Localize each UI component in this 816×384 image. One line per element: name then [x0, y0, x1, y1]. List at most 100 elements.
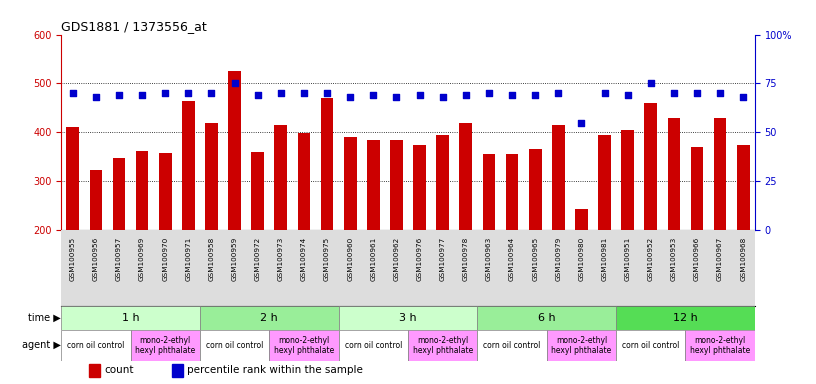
Point [529, 92, 542, 98]
Text: mono-2-ethyl
hexyl phthalate: mono-2-ethyl hexyl phthalate [135, 336, 195, 355]
Point [135, 92, 149, 98]
Text: GSM100976: GSM100976 [416, 236, 423, 281]
Bar [321, 98, 334, 230]
Text: GSM100959: GSM100959 [232, 236, 237, 281]
Text: corn oil control: corn oil control [67, 341, 125, 350]
Point [690, 90, 703, 96]
Text: GSM100966: GSM100966 [694, 236, 700, 281]
Point [205, 90, 218, 96]
Bar [575, 209, 588, 230]
Text: GSM100962: GSM100962 [393, 236, 400, 281]
Text: GSM100958: GSM100958 [208, 236, 215, 281]
Bar [645, 103, 657, 230]
FancyBboxPatch shape [616, 330, 685, 361]
FancyBboxPatch shape [200, 330, 269, 361]
Text: GSM100969: GSM100969 [139, 236, 145, 281]
FancyBboxPatch shape [477, 330, 547, 361]
Bar [690, 147, 703, 230]
FancyBboxPatch shape [200, 306, 339, 330]
Text: GSM100951: GSM100951 [624, 236, 631, 281]
Text: GSM100977: GSM100977 [440, 236, 446, 281]
Point [366, 92, 379, 98]
Bar [390, 140, 403, 230]
Text: GSM100979: GSM100979 [555, 236, 561, 281]
Point [274, 90, 287, 96]
Bar [598, 135, 611, 230]
Point [505, 92, 519, 98]
FancyBboxPatch shape [131, 330, 200, 361]
Bar [714, 118, 726, 230]
Bar [437, 135, 449, 230]
Bar [205, 122, 218, 230]
FancyBboxPatch shape [547, 330, 616, 361]
Text: percentile rank within the sample: percentile rank within the sample [188, 366, 363, 376]
Bar [667, 118, 681, 230]
Bar [251, 152, 264, 230]
Text: GSM100956: GSM100956 [93, 236, 99, 281]
Point [89, 94, 103, 100]
FancyBboxPatch shape [269, 330, 339, 361]
Point [552, 90, 565, 96]
Text: 1 h: 1 h [122, 313, 140, 323]
Point [621, 92, 634, 98]
Text: GSM100955: GSM100955 [69, 236, 76, 281]
FancyBboxPatch shape [477, 306, 616, 330]
Bar [182, 101, 195, 230]
Bar [135, 151, 149, 230]
Point [66, 90, 79, 96]
Text: corn oil control: corn oil control [622, 341, 680, 350]
Text: GSM100973: GSM100973 [277, 236, 284, 281]
Bar [89, 364, 100, 377]
Point [667, 90, 681, 96]
Bar [172, 364, 184, 377]
FancyBboxPatch shape [61, 330, 131, 361]
Bar [552, 125, 565, 230]
Bar [90, 170, 102, 230]
Text: GSM100981: GSM100981 [601, 236, 608, 281]
Bar [228, 71, 241, 230]
Text: GSM100960: GSM100960 [347, 236, 353, 281]
Text: GSM100975: GSM100975 [324, 236, 330, 281]
Text: mono-2-ethyl
hexyl phthalate: mono-2-ethyl hexyl phthalate [413, 336, 472, 355]
Bar [344, 137, 357, 230]
Point [482, 90, 495, 96]
Text: GSM100953: GSM100953 [671, 236, 677, 281]
FancyBboxPatch shape [61, 306, 200, 330]
Point [645, 80, 658, 86]
Point [228, 80, 242, 86]
Bar [66, 127, 79, 230]
Bar [621, 130, 634, 230]
Bar [459, 122, 472, 230]
Bar [298, 133, 310, 230]
Text: GSM100968: GSM100968 [740, 236, 747, 281]
Bar [413, 145, 426, 230]
Text: GSM100964: GSM100964 [509, 236, 515, 281]
Point [158, 90, 172, 96]
Point [113, 92, 126, 98]
Text: GSM100978: GSM100978 [463, 236, 469, 281]
Bar [113, 158, 126, 230]
FancyBboxPatch shape [408, 330, 477, 361]
Text: mono-2-ethyl
hexyl phthalate: mono-2-ethyl hexyl phthalate [690, 336, 750, 355]
Text: GSM100957: GSM100957 [116, 236, 122, 281]
Point [459, 92, 472, 98]
Point [182, 90, 195, 96]
Text: 3 h: 3 h [399, 313, 417, 323]
Point [251, 92, 264, 98]
Text: GSM100965: GSM100965 [532, 236, 539, 281]
Point [413, 92, 426, 98]
Text: 12 h: 12 h [673, 313, 698, 323]
Text: 6 h: 6 h [538, 313, 556, 323]
Bar [159, 153, 171, 230]
Text: GSM100974: GSM100974 [301, 236, 307, 281]
Text: GSM100963: GSM100963 [486, 236, 492, 281]
Text: GDS1881 / 1373556_at: GDS1881 / 1373556_at [61, 20, 207, 33]
Point [737, 94, 750, 100]
Text: corn oil control: corn oil control [206, 341, 264, 350]
Text: GSM100961: GSM100961 [370, 236, 376, 281]
Text: corn oil control: corn oil control [483, 341, 541, 350]
Text: GSM100967: GSM100967 [717, 236, 723, 281]
Text: GSM100952: GSM100952 [648, 236, 654, 281]
FancyBboxPatch shape [616, 306, 755, 330]
FancyBboxPatch shape [685, 330, 755, 361]
